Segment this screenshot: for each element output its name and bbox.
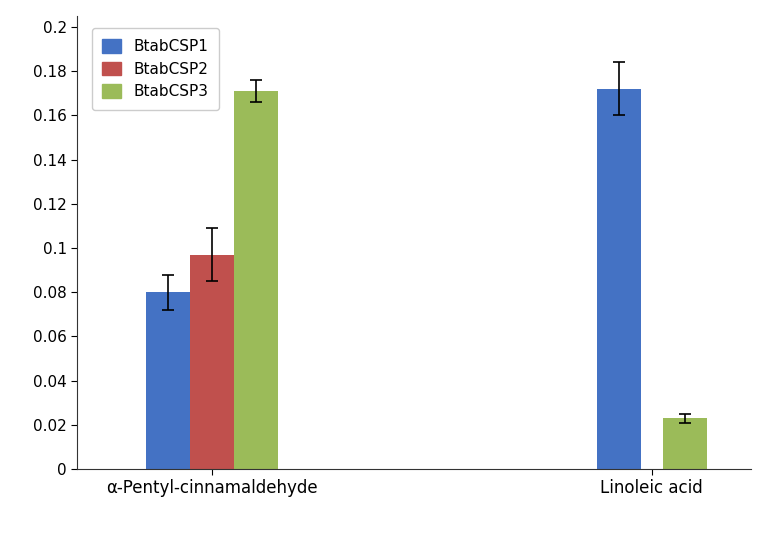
Bar xyxy=(190,255,234,469)
Bar xyxy=(146,292,190,469)
Bar xyxy=(663,418,707,469)
Bar xyxy=(597,89,641,469)
Legend: BtabCSP1, BtabCSP2, BtabCSP3: BtabCSP1, BtabCSP2, BtabCSP3 xyxy=(92,28,219,110)
Bar xyxy=(234,91,278,469)
